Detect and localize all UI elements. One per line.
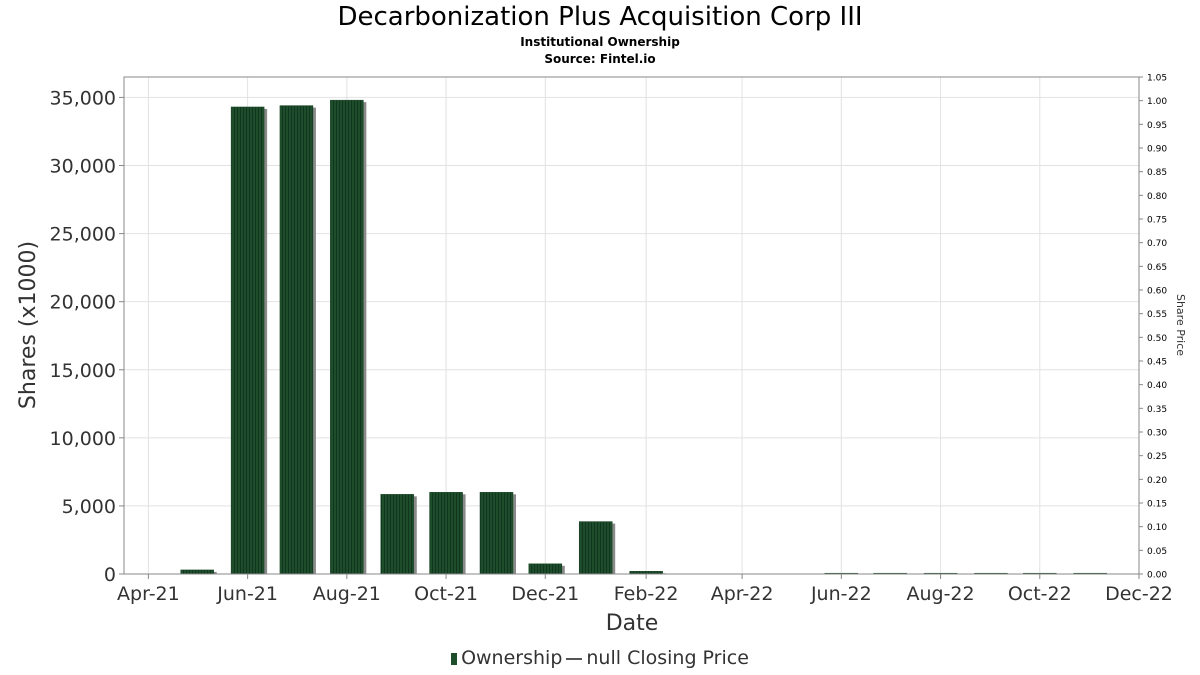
x-tick-label: Feb-22: [614, 583, 679, 605]
y2-tick-label: 0.30: [1147, 429, 1167, 439]
ownership-bar: [330, 99, 364, 575]
y-axis-label: Shares (x1000): [16, 241, 41, 409]
y2-tick-label: 0.95: [1147, 121, 1167, 131]
ownership-bar: [230, 106, 265, 575]
y2-tick-label: 0.05: [1147, 547, 1167, 557]
x-tick-label: Aug-21: [313, 583, 381, 605]
y-tick-label: 15,000: [50, 360, 116, 382]
y-tick-label: 5,000: [62, 496, 116, 518]
y2-tick-label: 0.45: [1147, 358, 1167, 368]
x-tick-label: Oct-21: [414, 583, 478, 605]
y2-axis-label: Share Price: [1174, 294, 1187, 356]
closing-price-legend-line: [566, 657, 583, 660]
ownership-legend-swatch: [451, 652, 458, 665]
y2-tick-label: 0.20: [1147, 476, 1167, 486]
y2-tick-label: 0.85: [1147, 168, 1167, 178]
bars-layer: [180, 99, 1107, 575]
y2-tick-label: 0.75: [1147, 216, 1167, 226]
ownership-bar: [279, 105, 314, 575]
chart-source: Source: Fintel.io: [544, 52, 656, 66]
y-tick-label: 30,000: [50, 156, 116, 178]
ownership-bar: [380, 494, 415, 575]
y-axis: 0 5,000 10,000 15,000 20,000 25,000 30,000 35,0…: [50, 87, 124, 586]
ownership-legend-label: Ownership: [461, 647, 563, 669]
y2-tick-label: 0.60: [1147, 287, 1167, 297]
y2-tick-label: 0.15: [1147, 500, 1167, 510]
y2-tick-label: 0.35: [1147, 405, 1167, 415]
y-tick-label: 25,000: [50, 224, 116, 246]
y2-tick-label: 0.50: [1147, 334, 1167, 344]
x-tick-label: Aug-22: [906, 583, 974, 605]
y2-tick-label: 0.80: [1147, 192, 1167, 202]
y2-axis: 0.00 0.05 0.10 0.15 0.20 0.25 0.30 0.35 0.40 0.45…: [1139, 74, 1167, 581]
y2-tick-label: 0.90: [1147, 145, 1167, 155]
ownership-bar: [528, 563, 563, 575]
x-tick-label: Jun-22: [810, 583, 872, 605]
x-tick-label: Jun-21: [216, 583, 278, 605]
ownership-bar: [479, 492, 514, 575]
y-tick-label: 35,000: [50, 87, 116, 109]
ownership-bar: [180, 569, 214, 575]
x-tick-label: Apr-22: [711, 583, 774, 605]
y-tick-label: 0: [104, 564, 116, 586]
ownership-bar: [578, 521, 613, 575]
y2-tick-label: 0.55: [1147, 310, 1167, 320]
y2-tick-label: 0.10: [1147, 523, 1167, 533]
x-tick-label: Oct-22: [1008, 583, 1072, 605]
chart-title: Decarbonization Plus Acquisition Corp II…: [337, 2, 863, 32]
y2-tick-label: 0.00: [1147, 571, 1167, 581]
x-tick-label: Dec-22: [1105, 583, 1173, 605]
y2-tick-label: 1.00: [1147, 97, 1167, 107]
plot-frame: [123, 76, 1140, 575]
x-tick-label: Apr-21: [117, 583, 180, 605]
x-axis: Apr-21 Jun-21 Aug-21 Oct-21 Dec-21 Feb-22 Apr-…: [117, 574, 1173, 605]
grid-lines: [124, 77, 1140, 575]
y2-tick-label: 0.70: [1147, 239, 1167, 249]
chart-subtitle: Institutional Ownership: [520, 35, 680, 49]
y-tick-label: 10,000: [50, 428, 116, 450]
y2-tick-label: 0.25: [1147, 452, 1167, 462]
y-tick-label: 20,000: [50, 292, 116, 314]
legend: Ownership null Closing Price: [0, 647, 1200, 669]
x-tick-label: Dec-21: [511, 583, 579, 605]
y2-tick-label: 0.65: [1147, 263, 1167, 273]
closing-price-legend-label: null Closing Price: [586, 647, 749, 669]
x-axis-label: Date: [606, 611, 659, 636]
ownership-bar: [429, 492, 463, 575]
y2-tick-label: 1.05: [1147, 74, 1167, 84]
y2-tick-label: 0.40: [1147, 381, 1167, 391]
